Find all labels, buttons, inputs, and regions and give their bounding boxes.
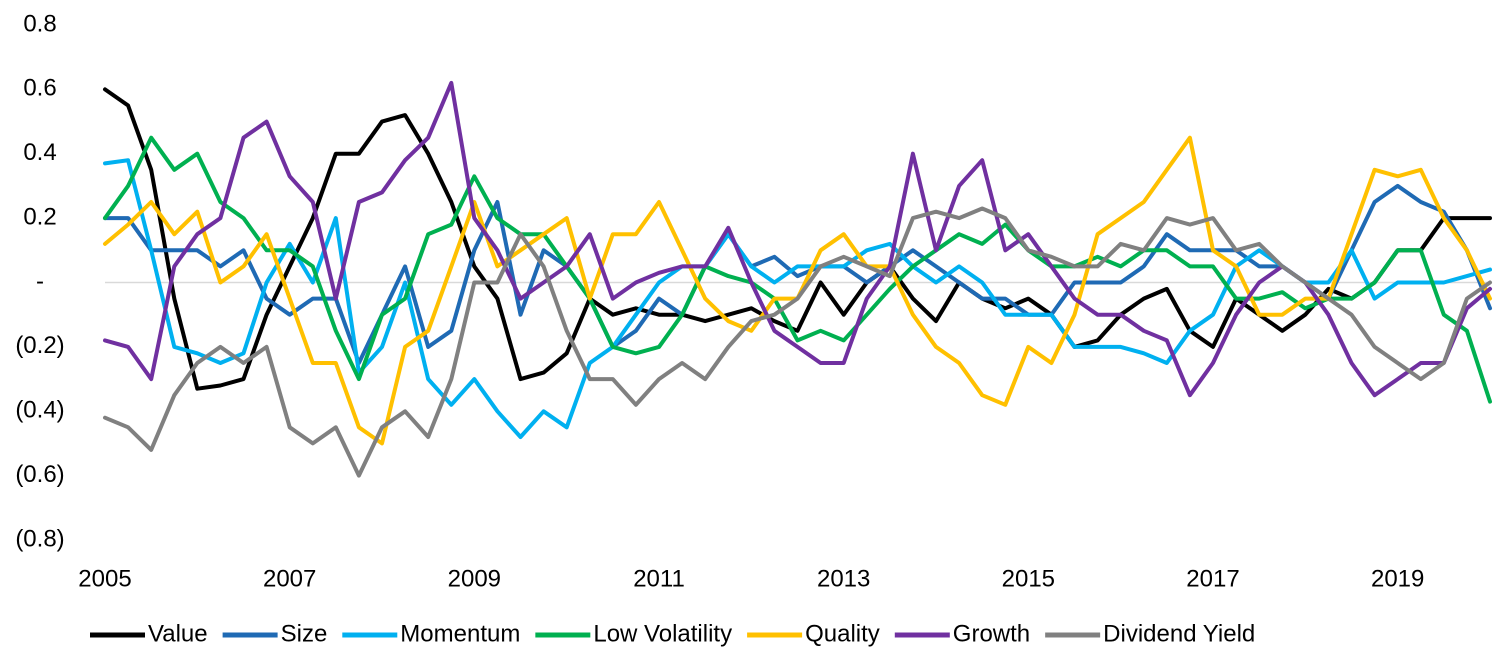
legend-label: Low Volatility xyxy=(593,620,732,647)
y-tick-label: 0.6 xyxy=(23,75,56,102)
y-tick-label: 0.4 xyxy=(23,139,56,166)
x-tick-label: 2017 xyxy=(1186,565,1239,592)
x-tick-label: 2011 xyxy=(633,565,685,592)
series-line xyxy=(103,87,1492,391)
legend-label: Growth xyxy=(953,620,1030,647)
y-tick-label: (0.6) xyxy=(15,461,64,488)
legend-label: Quality xyxy=(805,620,880,647)
series-line xyxy=(103,206,1492,478)
x-tick-label: 2013 xyxy=(817,565,870,592)
series-line xyxy=(103,135,1492,404)
y-tick-label: 0.8 xyxy=(23,10,56,37)
x-tick-label: 2015 xyxy=(1002,565,1055,592)
legend-label: Momentum xyxy=(400,620,520,647)
x-tick-label: 2005 xyxy=(78,565,131,592)
x-tick-label: 2019 xyxy=(1371,565,1424,592)
y-tick-label: (0.4) xyxy=(15,397,64,424)
x-tick-label: 2009 xyxy=(448,565,501,592)
legend-label: Value xyxy=(148,620,208,647)
y-tick-label: (0.2) xyxy=(15,332,64,359)
legend-label: Dividend Yield xyxy=(1103,620,1255,647)
y-tick-label: - xyxy=(36,268,44,295)
series-line xyxy=(103,158,1492,439)
legend-label: Size xyxy=(281,620,328,647)
y-tick-label: (0.8) xyxy=(15,525,64,552)
y-tick-label: 0.2 xyxy=(23,203,56,230)
x-tick-label: 2007 xyxy=(263,565,316,592)
series-line xyxy=(103,80,1492,398)
